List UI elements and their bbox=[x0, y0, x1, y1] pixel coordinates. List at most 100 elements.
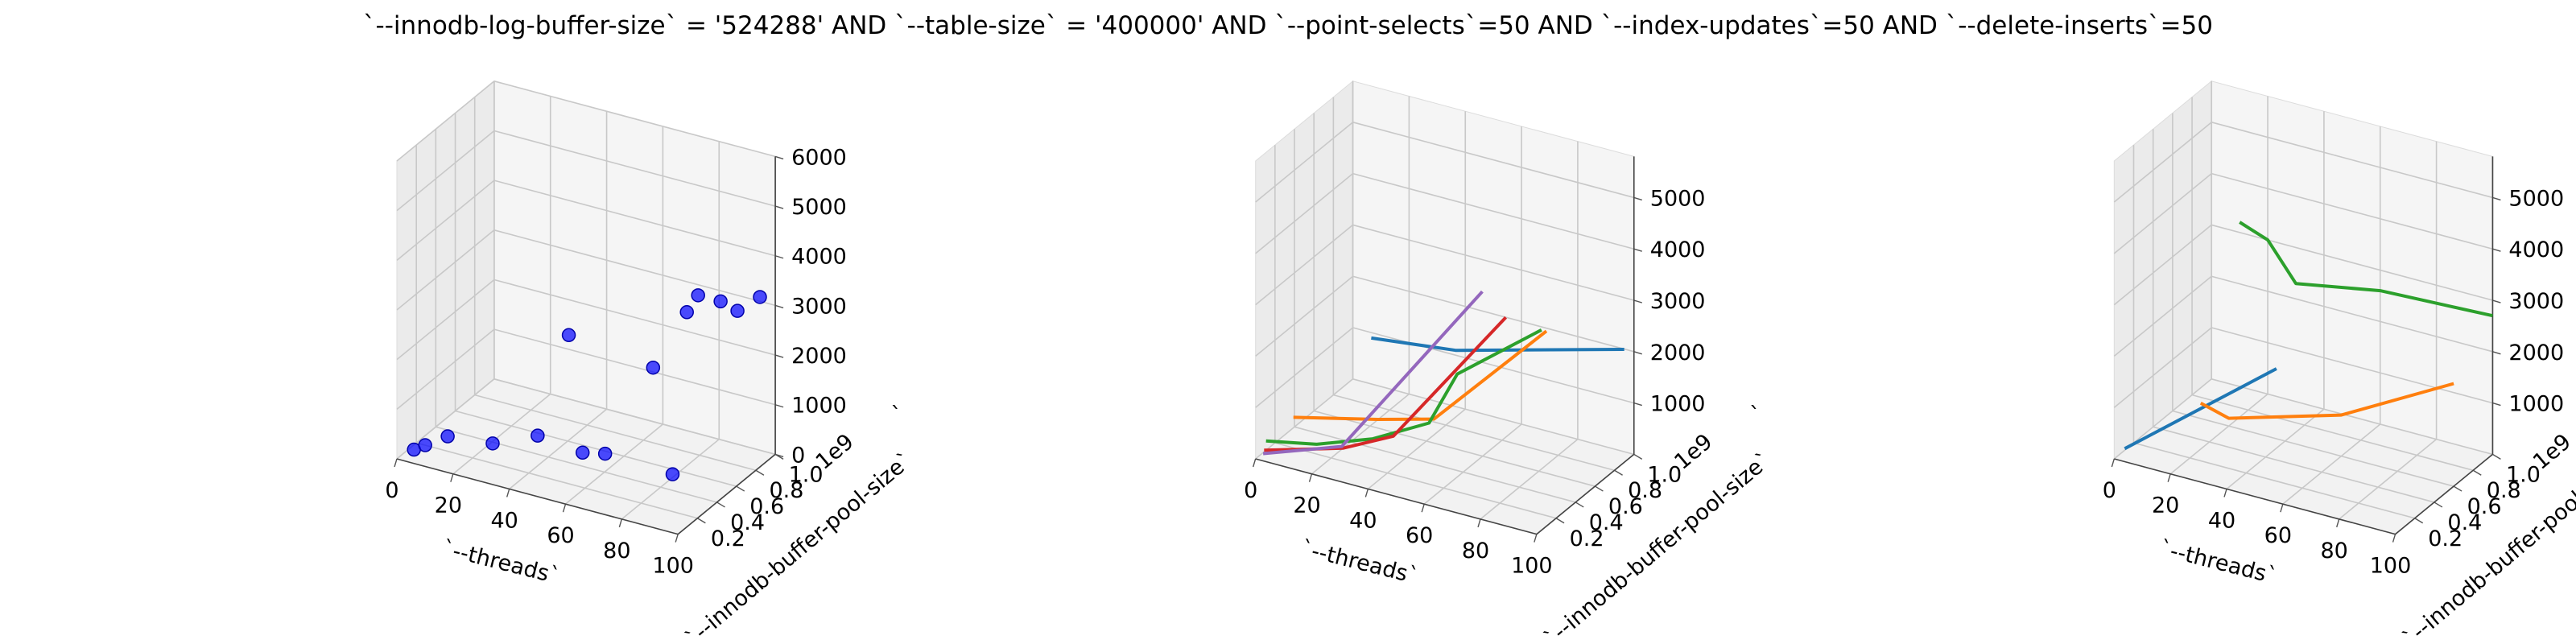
scatter-point bbox=[753, 290, 767, 304]
z-gridline bbox=[2211, 224, 2493, 301]
y-tick-label: 1.0 bbox=[1647, 462, 1682, 487]
x-tick-label: 40 bbox=[1349, 508, 1377, 533]
z-tick-mark bbox=[2492, 196, 2501, 201]
y-tick-mark bbox=[755, 469, 765, 476]
z-gridline bbox=[1255, 173, 1354, 254]
x-tick-label: 100 bbox=[1511, 554, 1553, 579]
z-gridline bbox=[2113, 275, 2212, 357]
z-gridline bbox=[2113, 122, 2212, 203]
series-line-1 bbox=[2124, 367, 2277, 451]
x-tick-mark bbox=[2223, 489, 2227, 497]
x-tick-mark bbox=[1308, 473, 1313, 482]
y-axis-line bbox=[677, 453, 776, 535]
z-gridline bbox=[2113, 173, 2212, 254]
scatter-point bbox=[597, 446, 613, 461]
x-axis-line bbox=[2114, 458, 2396, 535]
z-gridline bbox=[396, 130, 495, 212]
y-gridline bbox=[1333, 394, 1615, 472]
x-axis-label: `--threads` bbox=[1298, 536, 1421, 589]
x-gridline bbox=[2169, 393, 2268, 475]
x-tick-mark bbox=[618, 518, 623, 528]
z-gridline bbox=[493, 279, 776, 356]
z-gridline bbox=[1352, 275, 1634, 353]
z-tick-label: 2000 bbox=[791, 344, 847, 369]
y-tick-label: 0.8 bbox=[1628, 478, 1662, 503]
y-tick-mark bbox=[697, 518, 706, 524]
z-tick-label: 6000 bbox=[791, 145, 847, 170]
z-gridline bbox=[2211, 327, 2493, 404]
z-gridline bbox=[1352, 327, 1634, 404]
z-tick-mark bbox=[1633, 351, 1642, 355]
x-tick-label: 60 bbox=[1406, 523, 1433, 548]
z-gridline bbox=[493, 130, 776, 207]
y-gridline bbox=[1352, 378, 1634, 456]
scatter-point bbox=[646, 360, 661, 375]
z-gridline bbox=[396, 180, 495, 261]
scatter-point bbox=[485, 436, 500, 451]
y-gridline bbox=[2191, 394, 2474, 472]
y-tick-mark bbox=[736, 485, 745, 492]
x-tick-label: 20 bbox=[2152, 493, 2179, 518]
y-gridline bbox=[415, 442, 698, 519]
z-tick-mark bbox=[774, 205, 784, 209]
x-tick-label: 80 bbox=[2321, 539, 2348, 564]
z-gridline bbox=[493, 80, 776, 158]
x-tick-label: 0 bbox=[385, 478, 398, 503]
x-gridline bbox=[2226, 408, 2325, 490]
x-tick-label: 0 bbox=[1244, 478, 1257, 503]
x-tick-label: 20 bbox=[1293, 493, 1320, 518]
x-tick-label: 20 bbox=[435, 493, 462, 518]
z-tick-label: 0 bbox=[791, 443, 805, 468]
y-tick-mark bbox=[1614, 469, 1623, 476]
z-tick-mark bbox=[774, 354, 784, 358]
x-axis-label: `--threads` bbox=[440, 536, 562, 589]
series-line-3 bbox=[1265, 328, 1542, 446]
scatter-point bbox=[561, 328, 576, 343]
x-tick-mark bbox=[562, 503, 567, 513]
x-tick-mark bbox=[1252, 458, 1257, 468]
y-tick-mark bbox=[1595, 485, 1604, 492]
z-tick-label: 4000 bbox=[791, 245, 847, 270]
z-gridline bbox=[1352, 172, 1634, 250]
z-gridline bbox=[2113, 224, 2212, 306]
chart-panel-lines-2: 0 20 40 60 80 100 0.20.40.60.81.0 1000 2000 3000 4… bbox=[2103, 80, 2576, 644]
y-gridline bbox=[1294, 426, 1576, 503]
x-tick-mark bbox=[394, 458, 398, 468]
y-gridline bbox=[436, 426, 717, 503]
x-gridline bbox=[509, 408, 608, 490]
z-tick-label: 2000 bbox=[1650, 341, 1706, 365]
z-tick-mark bbox=[1633, 248, 1642, 252]
z-gridline bbox=[396, 328, 495, 410]
scatter-point bbox=[440, 429, 455, 444]
z-tick-mark bbox=[2492, 402, 2501, 407]
x-tick-mark bbox=[2111, 458, 2116, 468]
y-tick-label: 0.2 bbox=[711, 526, 745, 551]
y-tick-label: 1.0 bbox=[2506, 462, 2541, 487]
y-gridline bbox=[2133, 442, 2415, 519]
z-tick-label: 1000 bbox=[791, 394, 847, 419]
z-gridline bbox=[1352, 224, 1634, 301]
z-axis-label: ` bbox=[1749, 402, 1761, 427]
z-tick-mark bbox=[774, 155, 784, 160]
z-gridline bbox=[1255, 327, 1354, 408]
x-tick-mark bbox=[2280, 503, 2284, 513]
y-tick-label: 0.2 bbox=[2428, 526, 2462, 551]
x-tick-mark bbox=[450, 473, 454, 482]
z-tick-label: 4000 bbox=[2508, 237, 2564, 262]
x-tick-label: 60 bbox=[2264, 523, 2292, 548]
x-tick-label: 40 bbox=[491, 508, 518, 533]
series-line-2 bbox=[2199, 382, 2454, 420]
y-tick-mark bbox=[2414, 518, 2424, 524]
y-gridline bbox=[1274, 442, 1557, 519]
z-tick-label: 3000 bbox=[1650, 289, 1706, 314]
z-tick-mark bbox=[1633, 402, 1642, 407]
x-tick-mark bbox=[1477, 518, 1481, 528]
y-axis-line bbox=[1536, 453, 1635, 535]
z-tick-label: 4000 bbox=[1650, 237, 1706, 262]
y-tick-mark bbox=[2472, 469, 2482, 476]
x-axis-line bbox=[1255, 458, 1538, 535]
z-gridline bbox=[396, 279, 495, 361]
y-tick-mark bbox=[716, 502, 725, 508]
x-gridline bbox=[1367, 408, 1466, 490]
